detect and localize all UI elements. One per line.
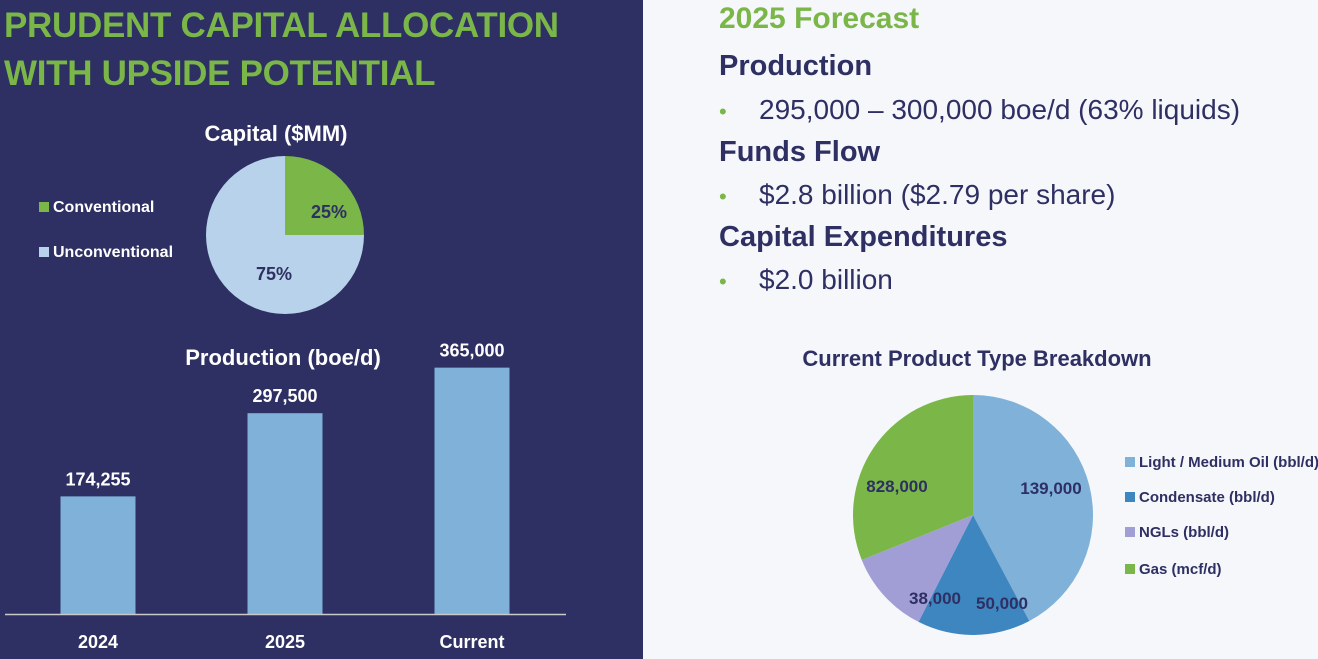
legend-swatch-ngls-bbl-d xyxy=(1125,527,1135,537)
bullet-dot-icon: • xyxy=(719,184,727,209)
capital-chart-title: Capital ($MM) xyxy=(205,121,348,146)
bullet-dot-icon: • xyxy=(719,269,727,294)
forecast-bullet-text: $2.8 billion ($2.79 per share) xyxy=(759,179,1116,210)
pie-data-label: 828,000 xyxy=(866,477,927,496)
legend-label-light-medium-oil-bbl-d: Light / Medium Oil (bbl/d) xyxy=(1139,454,1318,471)
legend-swatch-unconventional xyxy=(39,247,49,257)
pie-data-label: 38,000 xyxy=(909,589,961,608)
legend-swatch-light-medium-oil-bbl-d xyxy=(1125,457,1135,467)
forecast-title: 2025 Forecast xyxy=(719,2,920,35)
bar-current xyxy=(434,367,510,614)
pie-slice-unconventional xyxy=(206,156,364,314)
pie-slice-gas-mcf-d xyxy=(853,394,973,560)
forecast-heading-capex: Capital Expenditures xyxy=(719,221,1008,253)
pie-data-label: 25% xyxy=(311,202,347,222)
forecast-bullet-text: $2.0 billion xyxy=(759,264,893,295)
x-tick-label: 2025 xyxy=(265,632,305,652)
legend-label-ngls-bbl-d: NGLs (bbl/d) xyxy=(1139,524,1229,541)
forecast-bullet-capex: • $2.0 billion xyxy=(719,264,893,296)
right-panel: 2025 Forecast Production • 295,000 – 300,… xyxy=(643,0,1318,659)
bullet-dot-icon: • xyxy=(719,99,727,124)
pie-slice-ngls-bbl-d xyxy=(861,515,973,622)
bar-data-label: 365,000 xyxy=(439,341,504,361)
legend-label-conventional: Conventional xyxy=(53,199,154,216)
bar-2024 xyxy=(60,496,136,614)
legend-label-unconventional: Unconventional xyxy=(53,244,173,261)
pie-slice-light-medium-oil-bbl-d xyxy=(973,395,1094,621)
x-tick-label: 2024 xyxy=(78,632,118,652)
legend-swatch-gas-mcf-d xyxy=(1125,564,1135,574)
pie-slice-condensate-bbl-d xyxy=(918,515,1030,635)
legend-label-gas-mcf-d: Gas (mcf/d) xyxy=(1139,561,1222,578)
pie-slice-conventional xyxy=(285,156,364,235)
page-title: PRUDENT CAPITAL ALLOCATION WITH UPSIDE P… xyxy=(4,2,559,98)
product-breakdown-chart: Current Product Type Breakdown 139,000 50,… xyxy=(802,346,1318,635)
production-chart-title: Production (boe/d) xyxy=(185,345,381,370)
pie-data-label: 50,000 xyxy=(976,594,1028,613)
left-panel: PRUDENT CAPITAL ALLOCATION WITH UPSIDE P… xyxy=(0,0,643,659)
title-line-1: PRUDENT CAPITAL ALLOCATION xyxy=(4,6,559,45)
bar-data-label: 297,500 xyxy=(252,386,317,406)
x-tick-label: Current xyxy=(439,632,504,652)
pie-data-label: 75% xyxy=(256,264,292,284)
bar-2025 xyxy=(247,413,323,614)
bar-data-label: 174,255 xyxy=(65,469,130,489)
pie-data-label: 139,000 xyxy=(1020,479,1081,498)
left-charts: Capital ($MM) 25% 75% Conventional Unconvent… xyxy=(5,121,566,652)
legend-swatch-condensate-bbl-d xyxy=(1125,492,1135,502)
forecast-bullet-production: • 295,000 – 300,000 boe/d (63% liquids) xyxy=(719,94,1240,126)
legend-label-condensate-bbl-d: Condensate (bbl/d) xyxy=(1139,489,1275,506)
forecast-bullet-funds-flow: • $2.8 billion ($2.79 per share) xyxy=(719,179,1115,211)
title-line-2: WITH UPSIDE POTENTIAL xyxy=(4,54,436,93)
forecast-heading-funds-flow: Funds Flow xyxy=(719,136,881,168)
product-chart-title: Current Product Type Breakdown xyxy=(802,346,1151,371)
legend-swatch-conventional xyxy=(39,202,49,212)
forecast-heading-production: Production xyxy=(719,50,873,82)
forecast-bullet-text: 295,000 – 300,000 boe/d (63% liquids) xyxy=(759,94,1241,125)
